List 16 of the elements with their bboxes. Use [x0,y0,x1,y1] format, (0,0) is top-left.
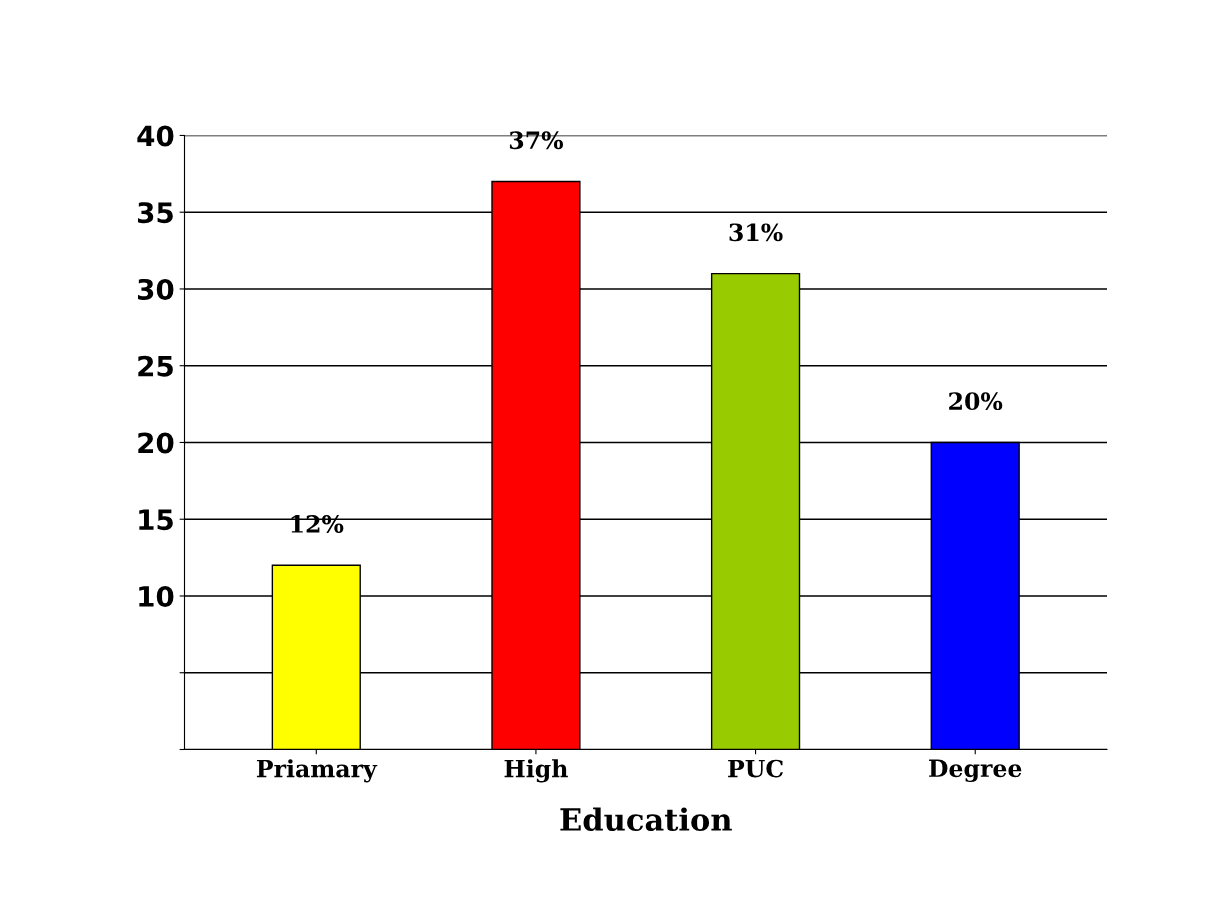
x-tick-label: Priamary [256,759,378,783]
y-tick-label: 15 [139,509,173,531]
x-axis-title: Education [560,807,732,832]
y-tick-label: 25 [138,355,173,377]
data-label: 12% [291,515,344,533]
data-label: 31% [729,223,783,242]
y-tick-label: 40 [137,125,174,147]
data-label: 37% [509,131,563,150]
x-tick-label: Degree [929,759,1022,783]
y-tick-label: 35 [137,202,173,224]
y-tick-label: 30 [137,278,174,300]
y-tick-label: 10 [139,585,174,607]
data-label: 20% [949,392,1003,411]
x-tick-label: High [504,759,568,783]
x-tick-label: PUC [728,759,783,778]
y-tick-label: 20 [138,432,174,454]
